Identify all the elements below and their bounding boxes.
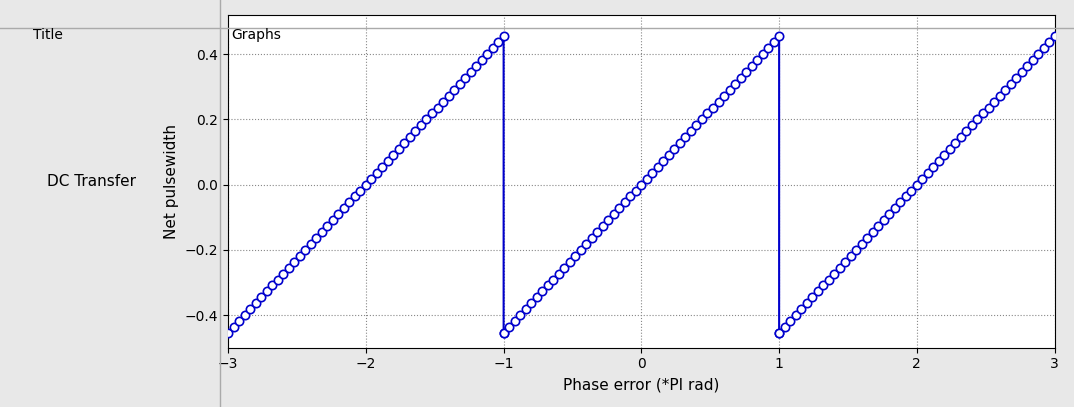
Text: Graphs: Graphs [231, 28, 280, 42]
Y-axis label: Net pulsewidth: Net pulsewidth [164, 124, 179, 239]
X-axis label: Phase error (*PI rad): Phase error (*PI rad) [563, 377, 720, 392]
Text: DC Transfer: DC Transfer [47, 174, 136, 189]
Text: Title: Title [33, 28, 63, 42]
